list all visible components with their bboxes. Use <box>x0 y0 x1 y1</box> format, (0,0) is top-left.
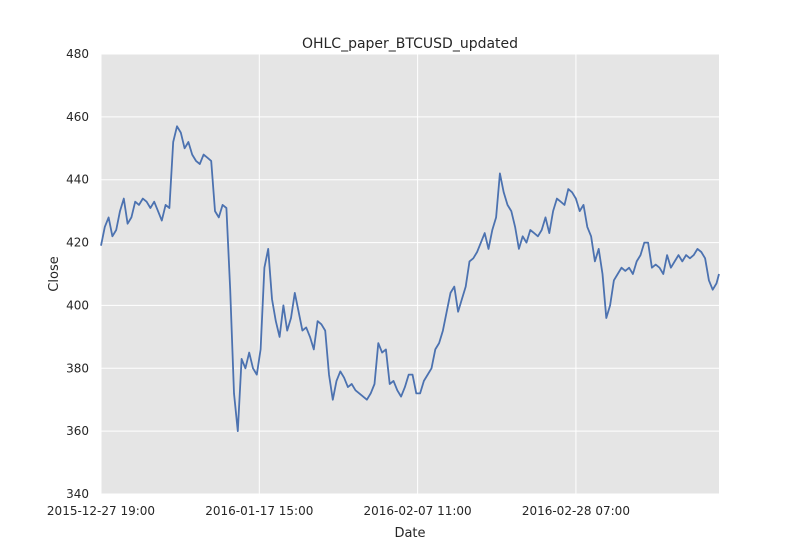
grid <box>100 53 719 495</box>
y-tick-label: 380 <box>66 361 89 375</box>
y-tick-label: 400 <box>66 298 89 312</box>
plot-background <box>101 54 719 494</box>
series-layer <box>100 125 720 432</box>
y-tick-label: 440 <box>66 173 89 187</box>
x-axis-label: Date <box>394 526 425 541</box>
y-tick-label: 420 <box>66 236 89 250</box>
y-tick-label: 340 <box>66 487 89 501</box>
y-tick-label: 460 <box>66 110 89 124</box>
x-tick-label: 2016-01-17 15:00 <box>205 504 313 518</box>
y-axis-label: Close <box>47 256 62 291</box>
series-line-close <box>100 125 720 432</box>
y-tick-label: 360 <box>66 424 89 438</box>
chart-title: OHLC_paper_BTCUSD_updated <box>302 36 518 52</box>
x-tick-label: 2016-02-07 11:00 <box>364 504 472 518</box>
x-tick-label: 2016-02-28 07:00 <box>522 504 630 518</box>
x-tick-label: 2015-12-27 19:00 <box>47 504 155 518</box>
ticks: 340 360 380 400 420 440 460 480 2015-12-27 19:00… <box>47 47 630 518</box>
y-tick-label: 480 <box>66 47 89 61</box>
